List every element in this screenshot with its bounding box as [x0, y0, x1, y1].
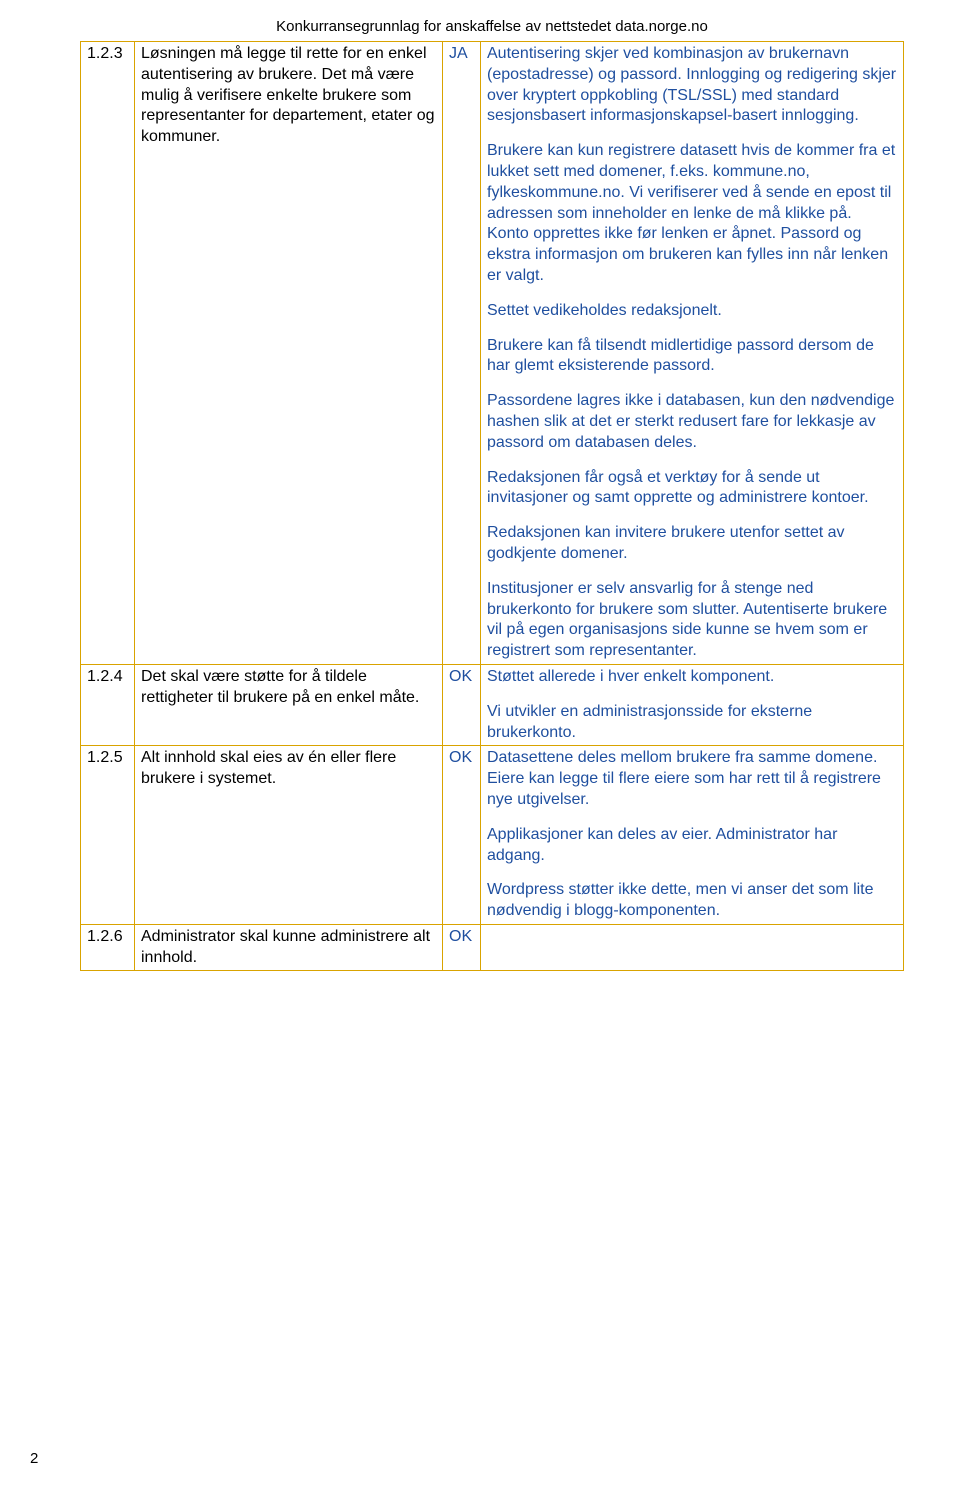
- requirement-text: Løsningen må legge til rette for en enke…: [135, 42, 443, 665]
- response-paragraph: Redaksjonen kan invitere brukere utenfor…: [487, 523, 897, 565]
- requirement-number: 1.2.6: [81, 924, 135, 971]
- page-header: Konkurransegrunnlag for anskaffelse av n…: [80, 18, 904, 35]
- response-paragraph: Institusjoner er selv ansvarlig for å st…: [487, 579, 897, 662]
- response-paragraph: Støttet allerede i hver enkelt komponent…: [487, 667, 897, 688]
- status-cell: OK: [443, 664, 481, 745]
- response-cell: Datasettene deles mellom brukere fra sam…: [481, 746, 904, 925]
- document-page: Konkurransegrunnlag for anskaffelse av n…: [0, 0, 960, 1489]
- response-cell: Autentisering skjer ved kombinasjon av b…: [481, 42, 904, 665]
- requirement-text: Alt innhold skal eies av én eller flere …: [135, 746, 443, 925]
- response-paragraph: Autentisering skjer ved kombinasjon av b…: [487, 44, 897, 127]
- table-row: 1.2.6Administrator skal kunne administre…: [81, 924, 904, 971]
- requirements-tbody: 1.2.3Løsningen må legge til rette for en…: [81, 42, 904, 971]
- response-paragraph: Settet vedikeholdes redaksjonelt.: [487, 301, 897, 322]
- response-paragraph: Passordene lagres ikke i databasen, kun …: [487, 391, 897, 453]
- requirement-number: 1.2.3: [81, 42, 135, 665]
- table-row: 1.2.5Alt innhold skal eies av én eller f…: [81, 746, 904, 925]
- requirements-table: 1.2.3Løsningen må legge til rette for en…: [80, 41, 904, 971]
- requirement-number: 1.2.5: [81, 746, 135, 925]
- table-row: 1.2.3Løsningen må legge til rette for en…: [81, 42, 904, 665]
- response-paragraph: Wordpress støtter ikke dette, men vi ans…: [487, 880, 897, 922]
- page-number: 2: [30, 1450, 38, 1467]
- response-paragraph: Applikasjoner kan deles av eier. Adminis…: [487, 825, 897, 867]
- requirement-number: 1.2.4: [81, 664, 135, 745]
- requirement-text: Det skal være støtte for å tildele retti…: [135, 664, 443, 745]
- response-cell: Støttet allerede i hver enkelt komponent…: [481, 664, 904, 745]
- response-paragraph: Vi utvikler en administrasjonsside for e…: [487, 702, 897, 744]
- status-cell: JA: [443, 42, 481, 665]
- response-paragraph: Datasettene deles mellom brukere fra sam…: [487, 748, 897, 810]
- requirement-text: Administrator skal kunne administrere al…: [135, 924, 443, 971]
- response-paragraph: Redaksjonen får også et verktøy for å se…: [487, 468, 897, 510]
- response-cell: [481, 924, 904, 971]
- table-row: 1.2.4Det skal være støtte for å tildele …: [81, 664, 904, 745]
- response-paragraph: Brukere kan kun registrere datasett hvis…: [487, 141, 897, 287]
- status-cell: OK: [443, 924, 481, 971]
- response-paragraph: Brukere kan få tilsendt midlertidige pas…: [487, 336, 897, 378]
- status-cell: OK: [443, 746, 481, 925]
